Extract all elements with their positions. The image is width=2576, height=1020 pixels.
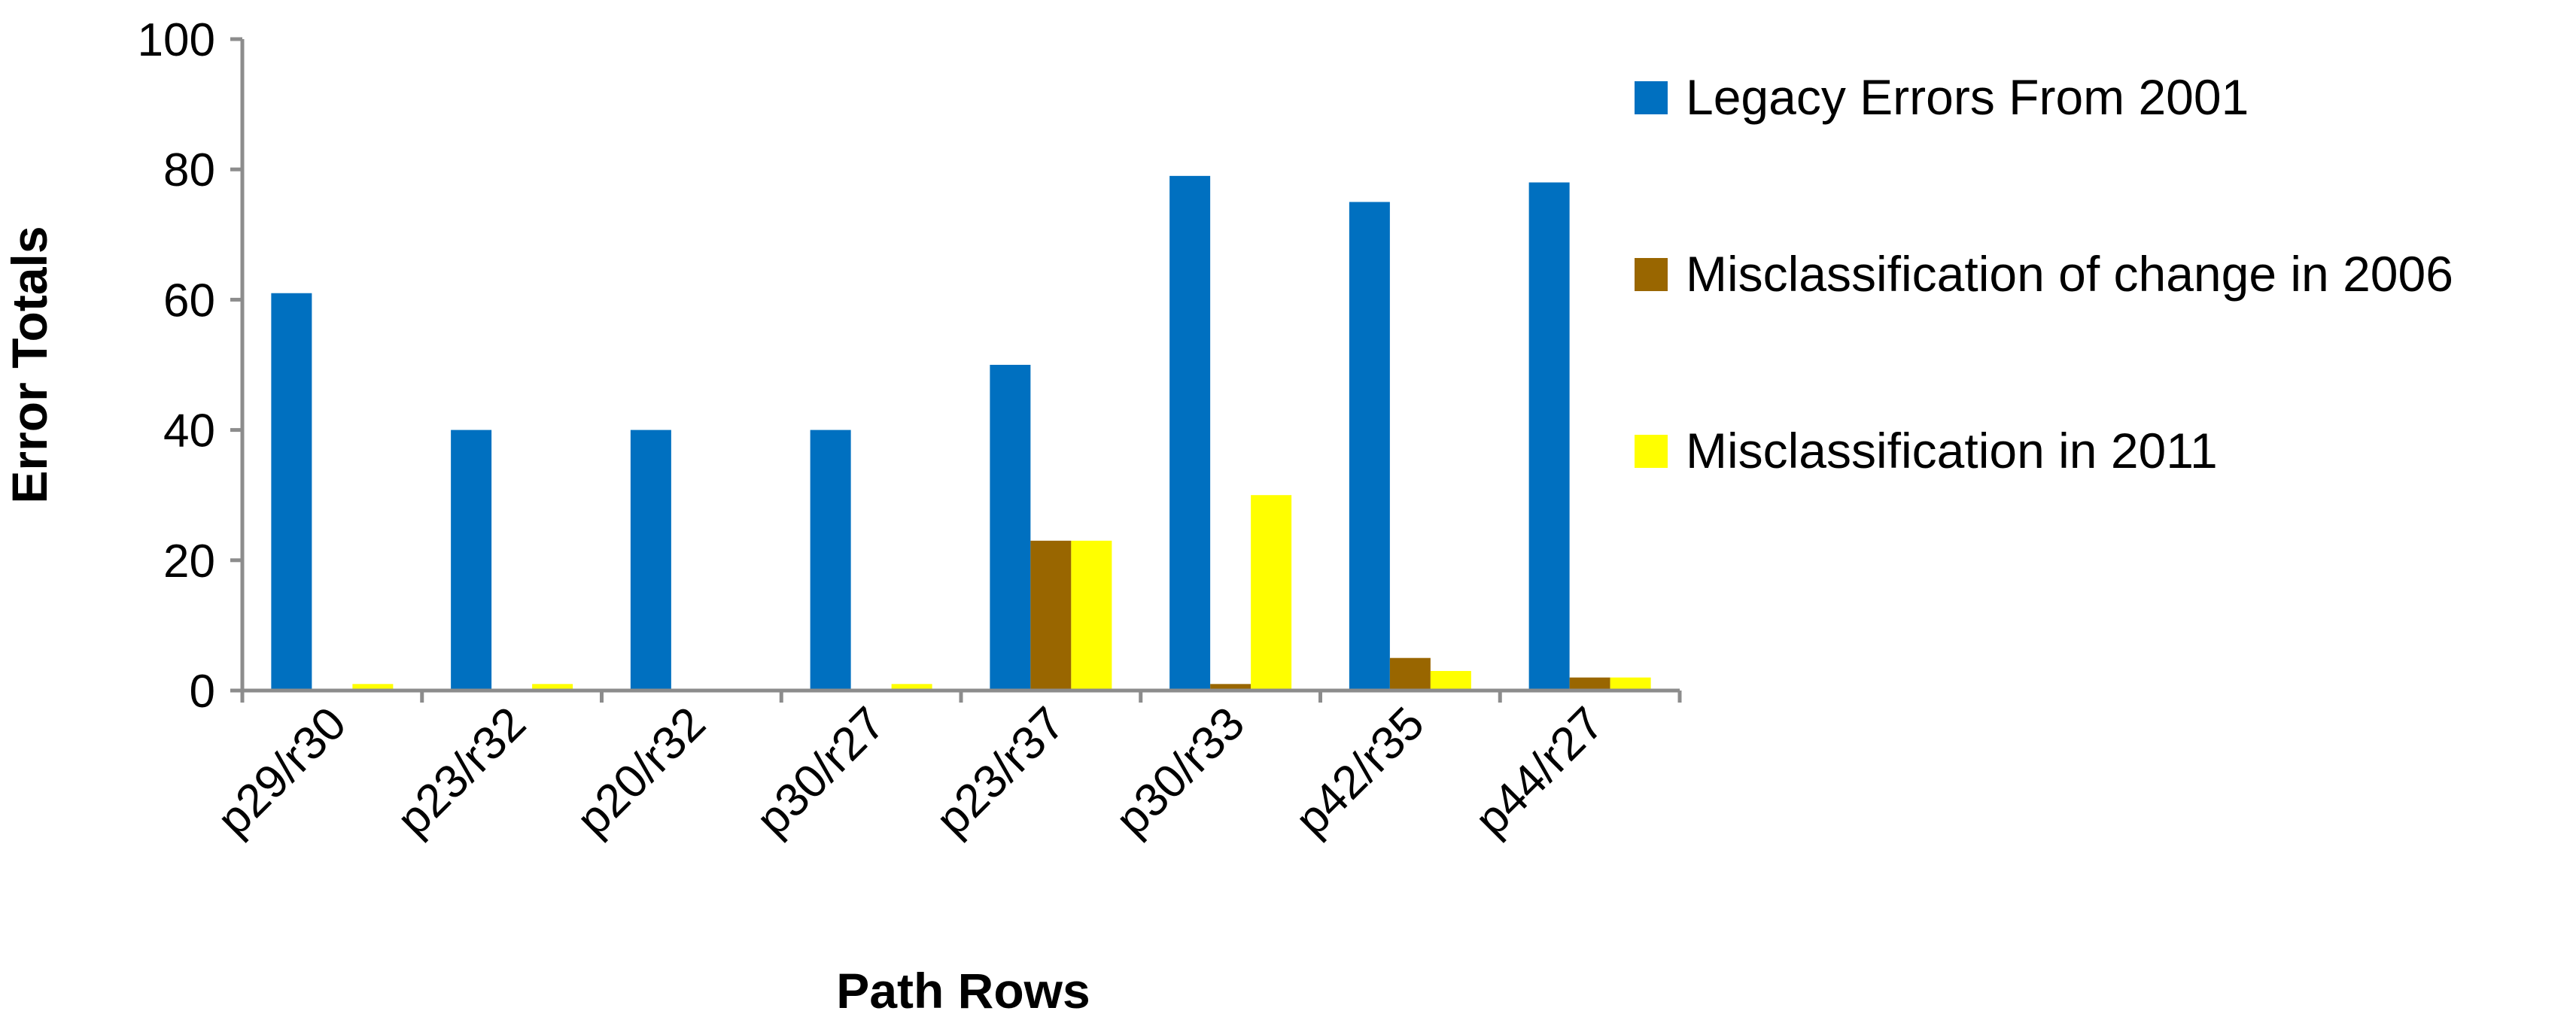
x-category-label: p20/r32 — [567, 697, 715, 845]
bar-legacy-2001-p44-r27 — [1528, 182, 1570, 691]
bar-legacy-2001-p29-r30 — [271, 293, 312, 691]
bar-change-2006-p30-r33 — [1210, 684, 1252, 691]
bar-legacy-2001-p30-r27 — [810, 430, 851, 691]
legend-label: Misclassification of change in 2006 — [1686, 246, 2453, 302]
y-tick-label: 60 — [163, 275, 215, 326]
bar-misclass-2011-p29-r30 — [352, 684, 394, 691]
x-category-label: p30/r27 — [747, 697, 895, 845]
y-tick-label: 40 — [163, 405, 215, 457]
bar-legacy-2001-p23-r32 — [451, 430, 492, 691]
bars — [271, 175, 1651, 691]
bar-legacy-2001-p30-r33 — [1169, 175, 1211, 691]
y-tick-label: 100 — [138, 14, 215, 66]
bar-legacy-2001-p42-r35 — [1349, 202, 1390, 691]
bar-change-2006-p44-r27 — [1569, 677, 1610, 691]
x-axis-ticks — [240, 691, 1682, 703]
bar-misclass-2011-p23-r37 — [1071, 540, 1112, 691]
x-category-label: p23/r37 — [926, 697, 1075, 845]
x-axis-labels: p29/r30 p23/r32 p20/r32 p30/r27 p23/r37 p30/r… — [208, 697, 1614, 845]
legend-swatch — [1635, 435, 1668, 468]
legend-label: Misclassification in 2011 — [1686, 423, 2218, 478]
bar-change-2006-p23-r37 — [1030, 540, 1072, 691]
legend-label: Legacy Errors From 2001 — [1686, 69, 2249, 125]
x-axis-title: Path Rows — [836, 963, 1090, 1018]
y-axis-title: Error Totals — [2, 226, 57, 503]
legend: Legacy Errors From 2001 Misclassification… — [1635, 69, 2453, 478]
bar-misclass-2011-p30-r33 — [1251, 495, 1292, 691]
bar-misclass-2011-p23-r32 — [532, 684, 573, 691]
x-category-label: p23/r32 — [388, 697, 536, 845]
legend-swatch — [1635, 81, 1668, 114]
bar-legacy-2001-p23-r37 — [990, 365, 1031, 691]
legend-swatch — [1635, 258, 1668, 291]
bar-legacy-2001-p20-r32 — [630, 430, 671, 691]
y-axis-ticks: 0 20 40 60 80 100 — [138, 14, 242, 718]
x-category-label: p30/r33 — [1106, 697, 1255, 845]
y-tick-label: 20 — [163, 536, 215, 587]
x-category-label: p29/r30 — [208, 697, 356, 845]
bar-change-2006-p42-r35 — [1389, 657, 1431, 691]
bar-misclass-2011-p30-r27 — [891, 684, 932, 691]
y-tick-label: 80 — [163, 144, 215, 196]
y-tick-label: 0 — [190, 666, 215, 718]
x-category-label: p44/r27 — [1465, 697, 1613, 845]
x-category-label: p42/r35 — [1285, 697, 1434, 845]
bar-misclass-2011-p44-r27 — [1610, 677, 1651, 691]
bar-misclass-2011-p42-r35 — [1430, 671, 1471, 691]
